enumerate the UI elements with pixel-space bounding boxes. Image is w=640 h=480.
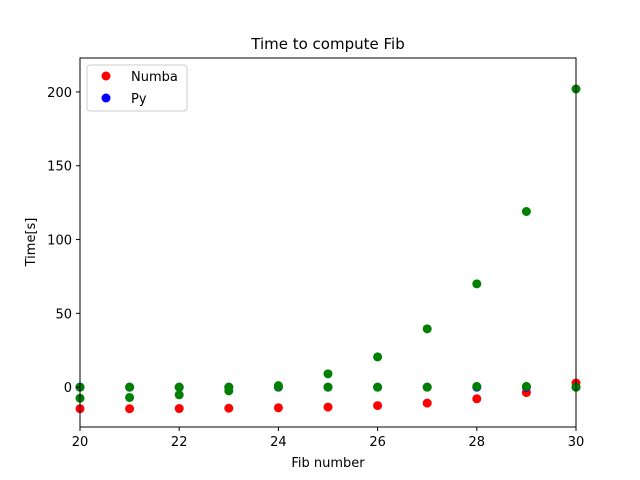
y-tick-label: 100 [47,234,72,249]
data-point [472,394,482,404]
data-point [174,382,184,392]
y-tick-label: 200 [47,86,72,101]
data-point [273,403,283,413]
legend-marker-py [101,93,111,103]
x-axis-label: Fib number [291,456,365,471]
data-point [323,369,333,379]
data-point [224,403,234,413]
y-tick-label: 150 [47,160,72,175]
chart-title: Time to compute Fib [250,35,404,53]
plot-area-frame [79,57,577,428]
legend-marker-numba [101,71,111,81]
x-tick-label: 24 [270,435,287,450]
legend-box [86,64,188,112]
data-point [422,324,432,334]
data-point [174,404,184,414]
y-axis: 0 50 100 150 200 [47,86,80,396]
data-point [125,382,135,392]
points-layer [75,84,581,414]
data-point [125,392,135,402]
data-point [472,279,482,289]
x-tick-label: 22 [171,435,188,450]
x-tick-label: 30 [568,435,585,450]
data-point [521,381,531,391]
data-point [323,402,333,412]
x-axis: 20 22 24 26 28 30 [72,427,585,450]
data-point [373,401,383,411]
data-point [422,398,432,408]
data-point [373,352,383,362]
data-point [422,382,432,392]
x-tick-label: 20 [72,435,89,450]
data-point [224,386,234,396]
y-axis-label: Time[s] [24,218,39,268]
legend-label-numba: Numba [131,70,178,85]
data-point [125,404,135,414]
legend: Numba Py [86,64,188,112]
data-point [273,382,283,392]
y-tick-label: 50 [55,307,72,322]
data-point [323,382,333,392]
y-tick-label: 0 [64,381,72,396]
data-point [373,382,383,392]
x-tick-label: 28 [469,435,486,450]
data-point [472,381,482,391]
legend-label-py: Py [131,92,147,107]
data-point [174,390,184,400]
x-tick-label: 26 [369,435,386,450]
data-point [521,207,531,217]
